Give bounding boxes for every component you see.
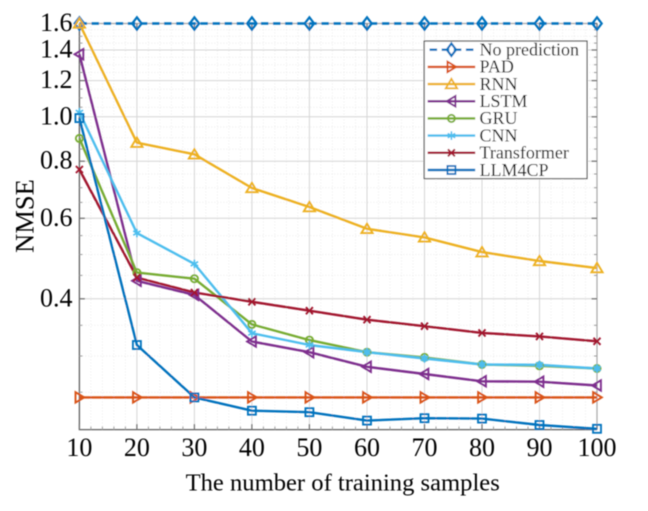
svg-text:20: 20: [124, 433, 150, 462]
svg-text:0.4: 0.4: [40, 283, 73, 312]
svg-text:80: 80: [469, 433, 495, 462]
svg-text:No prediction: No prediction: [480, 40, 579, 60]
svg-text:1.4: 1.4: [40, 35, 73, 64]
svg-text:0.6: 0.6: [40, 203, 73, 232]
svg-text:50: 50: [296, 433, 322, 462]
svg-text:PAD: PAD: [480, 57, 514, 77]
svg-text:60: 60: [354, 433, 380, 462]
svg-text:90: 90: [527, 433, 553, 462]
svg-text:100: 100: [578, 433, 617, 462]
svg-text:CNN: CNN: [480, 125, 518, 145]
svg-text:LLM4CP: LLM4CP: [480, 160, 549, 180]
svg-text:LSTM: LSTM: [480, 91, 528, 111]
svg-text:0.8: 0.8: [40, 146, 73, 175]
svg-text:Transformer: Transformer: [480, 143, 569, 163]
svg-text:30: 30: [181, 433, 207, 462]
svg-text:1.0: 1.0: [40, 101, 73, 130]
svg-text:The number of training samples: The number of training samples: [186, 470, 500, 497]
svg-text:70: 70: [412, 433, 438, 462]
svg-text:40: 40: [239, 433, 265, 462]
svg-text:GRU: GRU: [480, 108, 518, 128]
svg-text:NMSE: NMSE: [9, 179, 39, 253]
svg-text:RNN: RNN: [480, 74, 518, 94]
svg-text:10: 10: [66, 433, 92, 462]
svg-text:1.2: 1.2: [40, 65, 73, 94]
svg-text:1.6: 1.6: [40, 8, 73, 37]
